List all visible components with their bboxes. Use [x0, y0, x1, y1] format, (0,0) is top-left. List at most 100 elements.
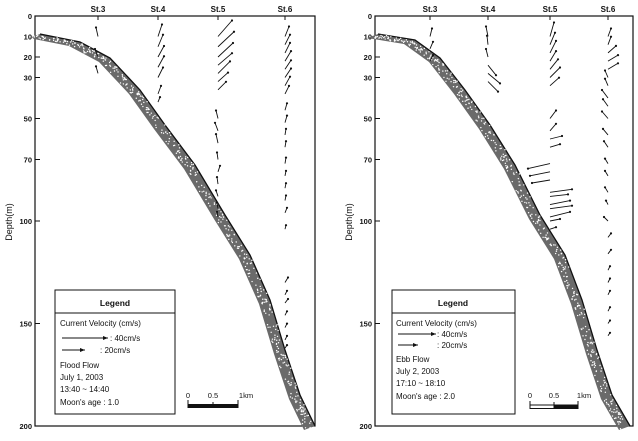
seabed-speckle [253, 267, 255, 270]
seabed-speckle [122, 83, 125, 85]
seabed-speckle [205, 194, 207, 197]
seabed-speckle [42, 38, 44, 41]
seabed-speckle [289, 396, 292, 398]
seabed-speckle [490, 139, 493, 142]
seabed-speckle [151, 117, 154, 119]
seabed-speckle [376, 35, 379, 38]
seabed-speckle [432, 63, 434, 66]
legend-date: July 1, 2003 [60, 373, 104, 382]
seabed-speckle [605, 401, 608, 404]
seabed-speckle [186, 161, 188, 164]
seabed-speckle [285, 364, 287, 366]
seabed-band [29, 34, 315, 430]
seabed-speckle [542, 236, 544, 239]
seabed-speckle [411, 41, 413, 44]
seabed-speckle [529, 215, 532, 217]
seabed-speckle [505, 164, 507, 167]
seabed-speckle [290, 382, 292, 384]
seabed-speckle [156, 116, 158, 118]
seabed-speckle [271, 338, 274, 340]
seabed-speckle [499, 147, 501, 150]
seabed-speckle [389, 39, 391, 41]
seabed-speckle [438, 61, 440, 64]
seabed-speckle [589, 342, 591, 344]
seabed-speckle [469, 106, 472, 108]
current-vector-head [496, 90, 500, 93]
seabed-speckle [288, 364, 290, 366]
seabed-speckle [275, 342, 278, 345]
seabed-speckle [576, 293, 578, 296]
current-vector-head [215, 210, 219, 213]
current-vector [549, 32, 556, 45]
seabed-speckle [190, 161, 193, 164]
seabed-speckle [399, 37, 402, 40]
seabed-speckle [152, 115, 154, 118]
seabed-speckle [576, 314, 579, 317]
current-vector-head [570, 188, 574, 191]
seabed-speckle [587, 353, 590, 355]
current-vector-head [285, 102, 289, 105]
current-vector-head [609, 248, 613, 251]
seabed-speckle [460, 88, 462, 90]
seabed-speckle [437, 64, 439, 67]
seabed-speckle [196, 171, 199, 173]
seabed-speckle [294, 382, 296, 384]
legend-title: Legend [438, 298, 468, 308]
seabed-speckle [201, 191, 203, 193]
current-vector-head [285, 289, 289, 292]
legend-time: 13:40 ~ 14:40 [60, 385, 110, 394]
seabed-speckle [438, 69, 440, 71]
seabed-speckle [145, 108, 148, 111]
seabed-speckle [184, 163, 186, 166]
seabed-speckle [405, 39, 408, 41]
seabed-speckle [471, 100, 473, 102]
seabed-speckle [113, 70, 116, 72]
seabed-speckle [126, 83, 128, 85]
seabed-speckle [603, 376, 606, 379]
current-vector [485, 48, 489, 58]
seabed-speckle [243, 258, 246, 260]
seabed-speckle [591, 349, 593, 351]
seabed-speckle [141, 95, 143, 98]
seabed-speckle [456, 80, 458, 82]
current-vector [549, 123, 557, 132]
current-vector [529, 171, 551, 177]
current-vector-head [226, 71, 230, 74]
seabed-speckle [593, 351, 595, 353]
seabed-speckle [459, 90, 461, 93]
seabed-speckle [536, 220, 538, 223]
current-vector-head [554, 109, 558, 112]
seabed-speckle [299, 402, 301, 404]
seabed-speckle [608, 405, 610, 407]
seabed-speckle [572, 295, 574, 298]
seabed-speckle [64, 40, 66, 42]
seabed-speckle [277, 357, 280, 360]
seabed-speckle [446, 73, 448, 75]
seabed-speckle [83, 51, 86, 53]
seabed-speckle [91, 52, 94, 54]
seabed-speckle [31, 37, 34, 39]
seabed-speckle [590, 360, 592, 362]
seabed-speckle [265, 292, 268, 295]
seabed-speckle [173, 140, 175, 143]
seabed-speckle [268, 314, 270, 316]
seabed-speckle [579, 314, 581, 316]
station-label: St.6 [278, 5, 293, 14]
seabed-speckle [203, 190, 205, 192]
current-vector [607, 62, 619, 70]
seabed-speckle [617, 412, 620, 414]
seabed-speckle [531, 217, 533, 219]
seabed-speckle [227, 229, 230, 231]
seabed-speckle [451, 76, 453, 79]
seabed-speckle [180, 159, 183, 161]
current-vector [531, 179, 551, 184]
seabed-speckle [218, 208, 220, 210]
seabed-speckle [248, 272, 250, 275]
seabed-speckle [522, 194, 525, 197]
seabed-speckle [248, 258, 250, 260]
seabed-speckle [100, 57, 102, 59]
seabed-speckle [590, 341, 592, 344]
seabed-speckle [532, 207, 534, 209]
current-vector [284, 50, 292, 62]
seabed-speckle [291, 377, 293, 379]
